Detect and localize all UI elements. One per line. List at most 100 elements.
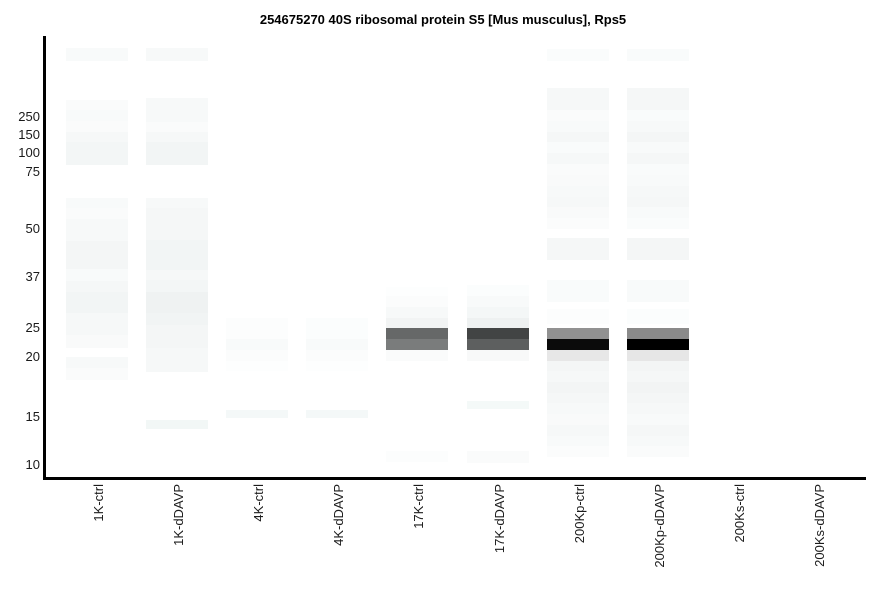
band [225, 339, 288, 350]
mw-label: 150 [18, 127, 40, 142]
band [65, 281, 128, 292]
band [386, 350, 449, 361]
x-axis-line [43, 477, 866, 480]
band [546, 425, 609, 436]
band [626, 207, 689, 218]
lane [626, 0, 689, 595]
lane [225, 0, 288, 595]
band [65, 142, 128, 165]
band [546, 328, 609, 339]
band [466, 328, 529, 339]
band [386, 287, 449, 296]
band [626, 436, 689, 446]
band [145, 313, 208, 325]
band [626, 425, 689, 436]
band [626, 350, 689, 361]
band [626, 197, 689, 207]
band [626, 142, 689, 153]
mw-label: 20 [25, 349, 40, 364]
band [145, 48, 208, 61]
band [65, 48, 128, 61]
band [546, 110, 609, 121]
band [466, 401, 529, 409]
lane [546, 0, 609, 595]
band [546, 371, 609, 382]
band [546, 88, 609, 110]
band [626, 393, 689, 403]
band [626, 414, 689, 425]
band [626, 175, 689, 186]
band [306, 318, 369, 339]
band [145, 142, 208, 165]
band [626, 371, 689, 382]
lane-label: 200Ks-dDAVP [812, 484, 828, 567]
band [546, 153, 609, 164]
band [306, 361, 369, 371]
band [65, 368, 128, 380]
band [466, 318, 529, 328]
band [386, 328, 449, 339]
band [225, 361, 288, 371]
band [626, 164, 689, 175]
band [546, 414, 609, 425]
band [145, 420, 208, 429]
band [466, 307, 529, 318]
lane-label: 1K-ctrl [90, 484, 106, 522]
lane-label: 1K-dDAVP [170, 484, 186, 546]
band [546, 309, 609, 324]
band [145, 208, 208, 240]
mw-label: 75 [25, 164, 40, 179]
lane-label: 17K-ctrl [411, 484, 427, 529]
band [546, 382, 609, 393]
band [65, 269, 128, 281]
band [466, 451, 529, 463]
band [145, 292, 208, 313]
band [626, 403, 689, 414]
mw-label: 25 [25, 320, 40, 335]
band [466, 296, 529, 307]
band [546, 446, 609, 457]
band [626, 132, 689, 142]
band [626, 110, 689, 121]
band [626, 238, 689, 260]
band [145, 348, 208, 372]
lane [145, 0, 208, 595]
band [65, 208, 128, 219]
lane [386, 0, 449, 595]
band [626, 218, 689, 229]
lane-label: 17K-dDAVP [491, 484, 507, 554]
band [626, 280, 689, 302]
band [145, 240, 208, 270]
band [65, 292, 128, 313]
lane [65, 0, 128, 595]
lane-label: 4K-ctrl [250, 484, 266, 522]
band [65, 335, 128, 348]
band [145, 98, 208, 122]
band [546, 361, 609, 371]
chart-title: 254675270 40S ribosomal protein S5 [Mus … [259, 12, 627, 27]
lane [306, 0, 369, 595]
lane [466, 0, 529, 595]
band [626, 382, 689, 393]
band [386, 307, 449, 318]
band [546, 393, 609, 403]
band [145, 270, 208, 280]
band [145, 280, 208, 292]
lane-label: 200Kp-dDAVP [651, 484, 667, 568]
band [546, 238, 609, 260]
band [306, 350, 369, 361]
band [626, 186, 689, 197]
band [65, 132, 128, 142]
band [306, 410, 369, 418]
band [546, 186, 609, 197]
band [546, 280, 609, 302]
band [546, 142, 609, 153]
band [386, 451, 449, 462]
mw-label: 15 [25, 409, 40, 424]
band [546, 350, 609, 361]
band [546, 339, 609, 350]
band [626, 361, 689, 371]
band [546, 197, 609, 207]
band [626, 121, 689, 132]
band [626, 309, 689, 324]
